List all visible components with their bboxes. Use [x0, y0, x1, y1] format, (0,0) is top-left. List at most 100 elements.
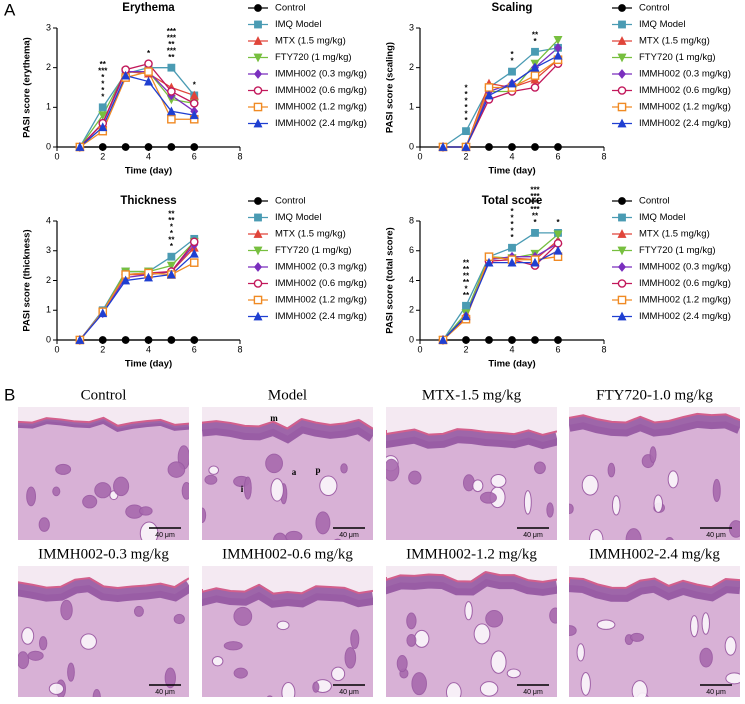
significance: **	[168, 235, 175, 244]
y-tick-label: 0	[46, 334, 51, 344]
significance: *	[101, 79, 105, 88]
significance: *	[101, 92, 105, 101]
scale-label: 40 μm	[155, 532, 175, 539]
x-tick-label: 2	[100, 344, 105, 354]
follicle	[18, 651, 30, 670]
follicle	[167, 461, 186, 478]
significance: ***	[530, 199, 540, 208]
point	[531, 336, 539, 344]
legend-marker	[253, 279, 263, 288]
stratum-corneum	[202, 417, 373, 430]
histology-image	[202, 566, 373, 697]
legend-label: IMQ Model	[275, 212, 321, 223]
follicle	[667, 470, 679, 489]
follicle	[344, 647, 357, 669]
legend-label: MTX (1.5 mg/kg)	[639, 229, 710, 240]
series-line	[79, 238, 195, 341]
point	[144, 143, 153, 151]
follicle	[479, 491, 497, 504]
legend-marker	[617, 102, 627, 112]
legend-label: Control	[639, 3, 670, 14]
legend-label: IMMH002 (0.3 mg/kg)	[639, 69, 731, 80]
image-annotation: p	[315, 465, 320, 475]
x-tick-label: 2	[100, 151, 105, 161]
histology-image	[386, 407, 557, 540]
legend-label: IMQ Model	[639, 212, 685, 223]
follicle	[243, 476, 252, 500]
follicle	[701, 612, 711, 635]
follicle	[406, 633, 417, 647]
y-tick-label: 2	[409, 62, 414, 72]
follicle	[281, 681, 296, 697]
follicle	[334, 538, 342, 540]
image-annotation: i	[241, 484, 244, 494]
follicle	[649, 446, 657, 463]
significance: ***	[167, 33, 177, 42]
series-line	[79, 253, 195, 341]
follicle	[82, 494, 98, 509]
stratum-corneum	[202, 583, 373, 595]
significance: ***	[530, 186, 540, 195]
point	[167, 252, 176, 261]
y-tick-label: 4	[409, 275, 414, 285]
follicle	[21, 627, 35, 645]
point	[75, 142, 85, 151]
significance: *	[101, 86, 105, 95]
point	[144, 67, 153, 76]
legend-marker	[253, 295, 263, 305]
legend-marker	[254, 197, 262, 205]
significance: **	[463, 291, 470, 300]
y-tick-label: 0	[409, 141, 414, 151]
y-tick-label: 3	[46, 245, 51, 255]
follicle	[396, 654, 408, 673]
significance: ***	[98, 66, 108, 75]
scale-label: 40 μm	[155, 689, 175, 696]
y-tick-label: 0	[46, 141, 51, 151]
legend-marker	[253, 246, 263, 256]
significance: *	[193, 81, 197, 90]
legend-label: IMMH002 (0.3 mg/kg)	[639, 262, 731, 273]
legend-marker	[253, 311, 263, 321]
follicle	[139, 521, 159, 540]
significance: *	[533, 218, 537, 227]
point	[507, 78, 517, 88]
follicle	[26, 486, 37, 507]
chart-title: Total score	[482, 195, 543, 207]
point	[484, 83, 494, 92]
significance: *	[464, 84, 468, 93]
point	[484, 257, 494, 267]
legend-marker	[618, 69, 626, 79]
point	[508, 336, 516, 344]
point	[554, 336, 562, 344]
point	[438, 142, 448, 151]
legend-marker	[617, 53, 627, 63]
follicle	[490, 474, 507, 488]
follicle	[413, 629, 430, 648]
series-line	[79, 241, 195, 341]
epidermis	[386, 429, 557, 450]
point	[554, 143, 562, 151]
x-tick-label: 8	[601, 151, 606, 161]
legend-label: IMMH002 (1.2 mg/kg)	[275, 102, 367, 113]
follicle	[181, 482, 189, 500]
image-annotation: m	[270, 413, 278, 423]
legend-marker	[618, 4, 626, 12]
significance: *	[170, 242, 174, 251]
follicle	[630, 632, 645, 642]
legend-label: IMMH002 (0.6 mg/kg)	[639, 278, 731, 289]
follicle	[38, 636, 48, 651]
follicle	[350, 629, 360, 650]
scale-label: 40 μm	[706, 689, 726, 696]
follicle	[223, 641, 243, 651]
series-line	[79, 247, 195, 341]
point	[485, 336, 493, 344]
scale-label: 40 μm	[706, 532, 726, 539]
point	[121, 70, 131, 80]
legend-label: IMMH002 (0.3 mg/kg)	[275, 262, 367, 273]
follicle	[712, 478, 721, 503]
x-tick-label: 8	[237, 344, 242, 354]
point	[166, 269, 176, 279]
legend-label: IMMH002 (2.4 mg/kg)	[639, 311, 731, 322]
follicle	[80, 633, 97, 650]
point	[121, 143, 130, 151]
